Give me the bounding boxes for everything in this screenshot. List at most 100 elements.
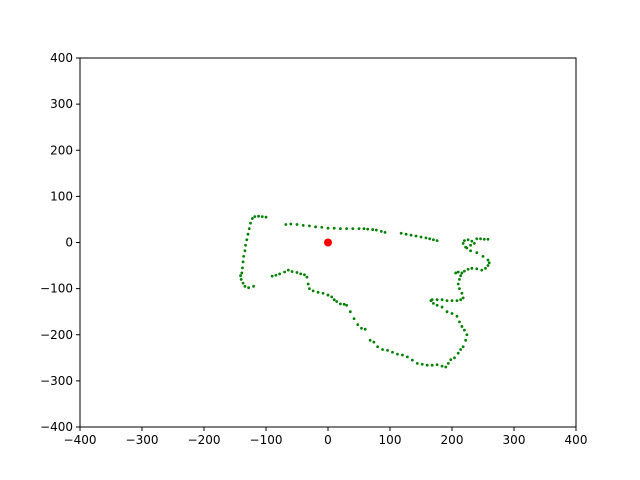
track-point [348, 310, 352, 314]
track-point [246, 232, 250, 236]
track-point [286, 268, 290, 272]
x-tick-label: 200 [441, 433, 464, 447]
track-point [440, 305, 444, 309]
track-point [479, 237, 482, 241]
track-point [240, 271, 244, 275]
track-point [463, 239, 466, 243]
track-point [435, 239, 439, 243]
track-point [339, 227, 342, 231]
track-point [405, 355, 409, 359]
track-point [326, 293, 330, 297]
x-tick-label: 0 [324, 433, 332, 447]
track-point [303, 273, 306, 277]
track-point [274, 273, 278, 277]
y-tick-label: 400 [50, 51, 73, 65]
track-point [456, 270, 460, 274]
track-point [454, 271, 458, 275]
track-point [486, 258, 490, 262]
track-point [414, 234, 418, 238]
track-point [415, 361, 419, 365]
track-point [435, 363, 439, 367]
track-point [466, 238, 470, 242]
track-point [284, 223, 288, 226]
track-point [247, 227, 251, 231]
x-tick-label: 400 [565, 433, 588, 447]
track-point [458, 320, 461, 324]
track-point [440, 298, 444, 302]
track-point [245, 238, 249, 242]
track-point [260, 215, 264, 219]
track-point [289, 222, 293, 226]
x-tick-label: 300 [503, 433, 526, 447]
track-point [295, 271, 299, 274]
track-point [469, 249, 472, 253]
track-point [244, 243, 247, 247]
track-point [430, 298, 434, 302]
track-point [450, 312, 454, 315]
x-tick-label: −200 [188, 433, 221, 447]
track-point [352, 317, 356, 321]
track-point [455, 299, 459, 303]
track-point [250, 217, 254, 220]
track-point [463, 328, 466, 332]
track-point [401, 353, 404, 357]
track-point [243, 249, 247, 253]
track-point [351, 227, 355, 231]
track-point [470, 266, 474, 270]
track-point [321, 291, 325, 295]
track-point [432, 301, 435, 305]
track-point [458, 287, 461, 291]
track-point [345, 227, 348, 231]
track-point [311, 289, 315, 293]
track-point [252, 284, 256, 288]
track-point [308, 287, 311, 291]
track-point [339, 302, 342, 306]
data-layer [239, 214, 491, 369]
x-tick-label: −400 [64, 433, 97, 447]
track-point [456, 351, 460, 355]
track-point [316, 290, 320, 294]
y-tick-label: −200 [40, 328, 73, 342]
track-point [456, 282, 460, 286]
track-point [295, 223, 299, 226]
track-point [383, 230, 387, 234]
track-point [396, 352, 399, 356]
track-point [430, 363, 434, 367]
y-tick-label: −100 [40, 282, 73, 296]
track-point [424, 236, 428, 240]
track-point [420, 362, 424, 366]
track-point [374, 228, 378, 232]
track-point [463, 269, 466, 273]
track-point [460, 325, 464, 328]
track-point [243, 284, 247, 288]
track-point [480, 268, 484, 272]
x-tick-label: −300 [126, 433, 159, 447]
track-point [332, 226, 336, 230]
track-point [301, 224, 305, 227]
track-point [241, 266, 244, 270]
track-point [342, 302, 346, 306]
x-tick-label: −100 [250, 433, 283, 447]
track-point [278, 272, 282, 276]
track-point [475, 267, 479, 271]
track-point [465, 333, 469, 337]
track-point [435, 303, 439, 307]
track-point [481, 254, 485, 258]
y-tick-label: 100 [50, 189, 73, 203]
track-point [449, 358, 453, 362]
track-point [381, 348, 384, 351]
track-point [470, 239, 474, 243]
track-point [241, 281, 245, 285]
track-point [330, 295, 334, 299]
track-point [379, 230, 383, 233]
track-point [440, 364, 444, 368]
track-point [472, 242, 476, 245]
track-point [362, 227, 366, 231]
track-point [484, 266, 487, 270]
track-point [366, 227, 370, 231]
y-axis: −400 −300 −200 −100 0 100 200 300 400 [40, 51, 80, 434]
track-point [482, 237, 486, 241]
track-point [306, 282, 310, 286]
track-point [475, 251, 479, 255]
